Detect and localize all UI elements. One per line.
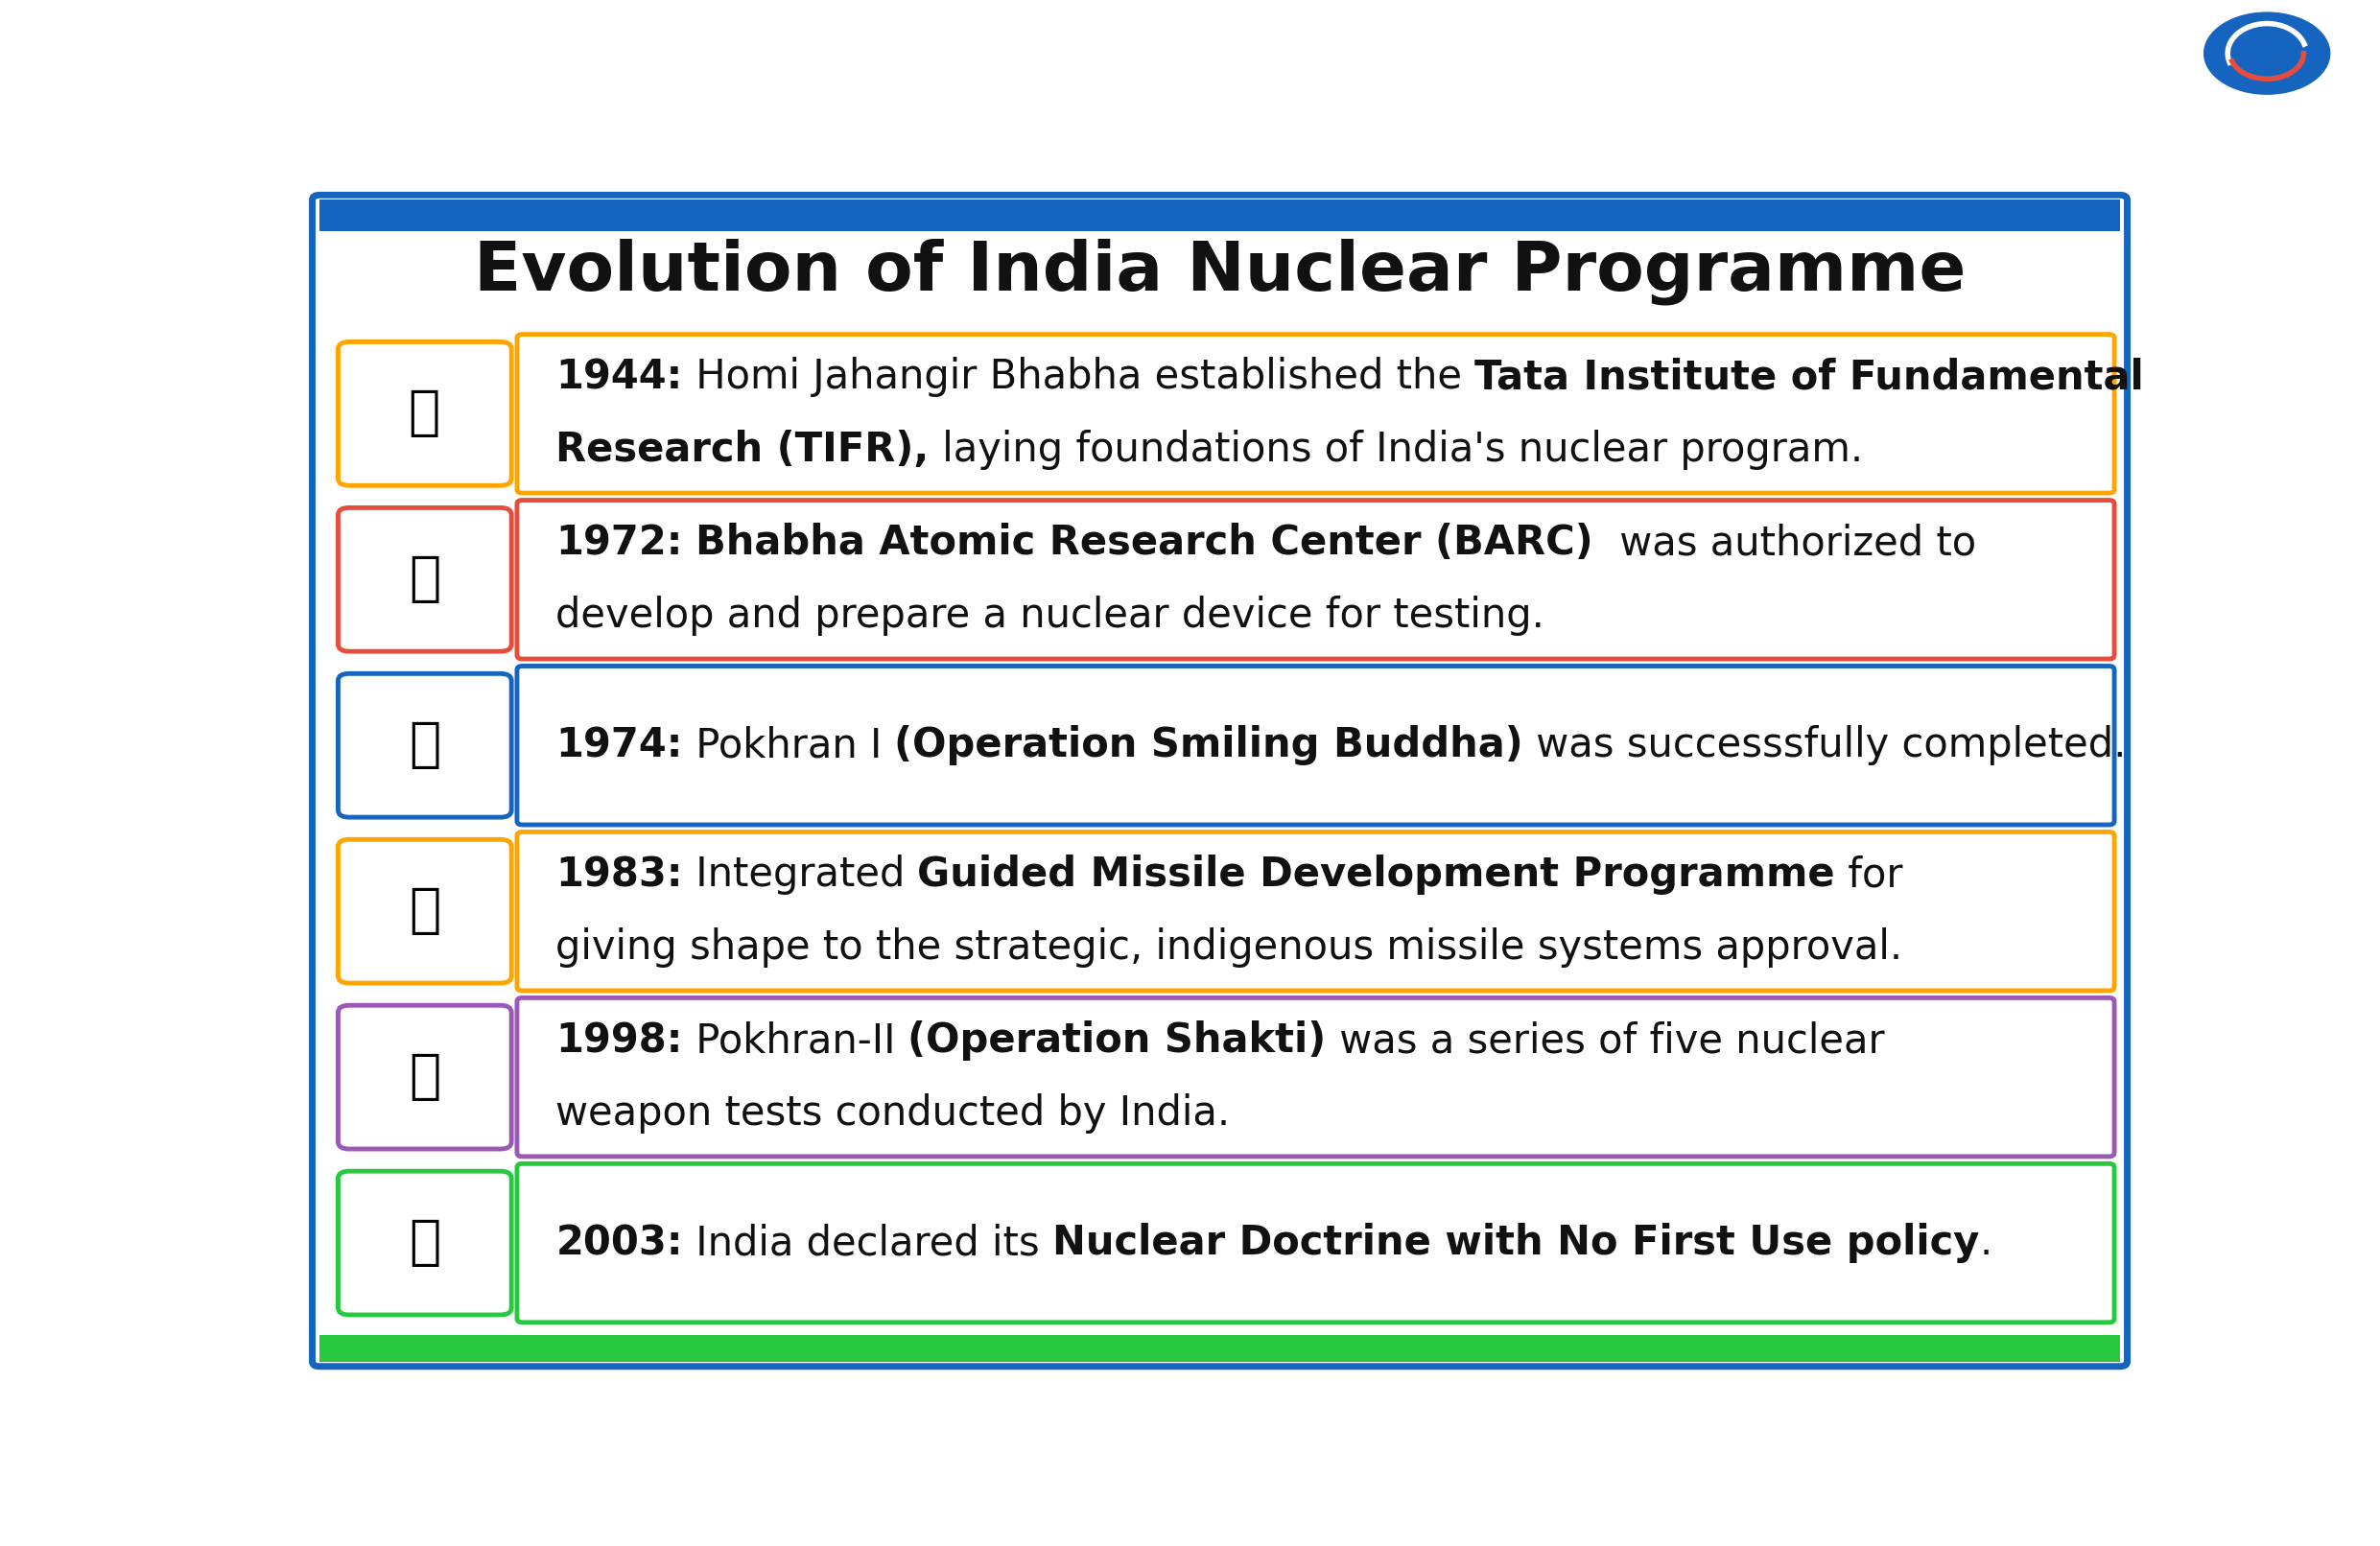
FancyBboxPatch shape xyxy=(338,839,512,983)
Text: 💥: 💥 xyxy=(409,1051,440,1102)
FancyBboxPatch shape xyxy=(516,1164,2113,1322)
FancyBboxPatch shape xyxy=(338,342,512,485)
FancyBboxPatch shape xyxy=(312,195,2128,1367)
FancyBboxPatch shape xyxy=(338,1172,512,1314)
Text: 🚀: 🚀 xyxy=(409,886,440,937)
FancyBboxPatch shape xyxy=(319,199,2121,230)
FancyBboxPatch shape xyxy=(338,507,512,651)
Text: was a series of five nuclear: was a series of five nuclear xyxy=(1326,1020,1885,1061)
Text: Integrated: Integrated xyxy=(683,855,919,895)
Text: 🚚: 🚚 xyxy=(409,1217,440,1269)
Text: 1983:: 1983: xyxy=(557,855,683,895)
Text: Homi Jahangir Bhabha established the: Homi Jahangir Bhabha established the xyxy=(683,357,1473,397)
Text: 📱: 📱 xyxy=(409,553,440,606)
FancyBboxPatch shape xyxy=(516,997,2113,1156)
Text: Research (TIFR),: Research (TIFR), xyxy=(557,430,928,470)
Text: Bhabha Atomic Research Center (BARC): Bhabha Atomic Research Center (BARC) xyxy=(695,523,1607,563)
Text: weapon tests conducted by India.: weapon tests conducted by India. xyxy=(557,1093,1230,1133)
Text: develop and prepare a nuclear device for testing.: develop and prepare a nuclear device for… xyxy=(557,595,1545,637)
Text: Tata Institute of Fundamental: Tata Institute of Fundamental xyxy=(1473,357,2144,397)
Text: 1944:: 1944: xyxy=(557,357,683,397)
Text: Pokhran-II: Pokhran-II xyxy=(683,1020,907,1061)
FancyBboxPatch shape xyxy=(338,674,512,818)
Text: was authorized to: was authorized to xyxy=(1607,523,1975,563)
Text: laying foundations of India's nuclear program.: laying foundations of India's nuclear pr… xyxy=(928,430,1864,470)
Text: 1998:: 1998: xyxy=(557,1020,683,1061)
Text: Pokhran I: Pokhran I xyxy=(683,725,895,765)
Text: Evolution of India Nuclear Programme: Evolution of India Nuclear Programme xyxy=(474,238,1966,305)
Text: for: for xyxy=(1835,855,1904,895)
Text: 1972:: 1972: xyxy=(557,523,683,563)
FancyBboxPatch shape xyxy=(516,666,2113,824)
Text: (Operation Shakti): (Operation Shakti) xyxy=(907,1020,1326,1061)
FancyBboxPatch shape xyxy=(319,1336,2121,1362)
Text: India declared its: India declared its xyxy=(683,1223,1052,1263)
Circle shape xyxy=(2204,12,2330,94)
Text: (Operation Smiling Buddha): (Operation Smiling Buddha) xyxy=(895,725,1523,765)
Text: 2003:: 2003: xyxy=(557,1223,683,1263)
Text: .: . xyxy=(1980,1223,1992,1263)
FancyBboxPatch shape xyxy=(516,832,2113,991)
Text: 🔍️: 🔍️ xyxy=(409,388,440,439)
Text: was successsfully completed.: was successsfully completed. xyxy=(1523,725,2125,765)
Text: Guided Missile Development Programme: Guided Missile Development Programme xyxy=(919,855,1835,895)
Text: 💥: 💥 xyxy=(409,719,440,771)
Text: Nuclear Doctrine with No First Use policy: Nuclear Doctrine with No First Use polic… xyxy=(1052,1223,1980,1263)
FancyBboxPatch shape xyxy=(516,501,2113,659)
Text: giving shape to the strategic, indigenous missile systems approval.: giving shape to the strategic, indigenou… xyxy=(557,928,1902,968)
Text: 1974:: 1974: xyxy=(557,725,683,765)
FancyBboxPatch shape xyxy=(516,334,2113,493)
FancyBboxPatch shape xyxy=(338,1005,512,1149)
